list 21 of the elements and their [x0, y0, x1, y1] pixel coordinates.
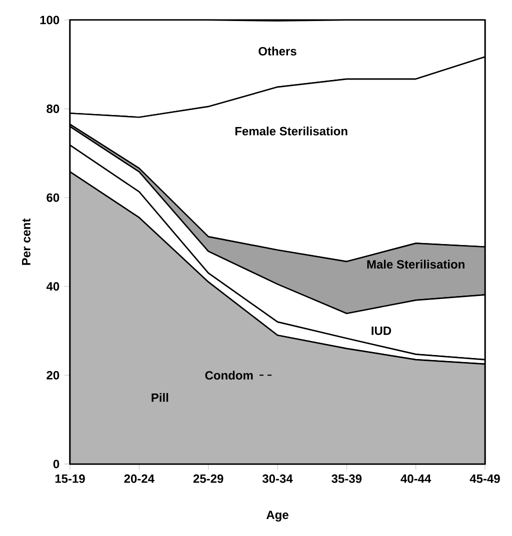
x-tick-label: 45-49: [470, 474, 500, 483]
x-tick-label: 35-39: [332, 474, 362, 483]
x-tick-label: 20-24: [124, 474, 154, 483]
x-axis-title: Age: [266, 510, 288, 522]
y-tick-label: 80: [46, 104, 60, 114]
series-label: Others: [258, 46, 296, 56]
series-label: Male Sterilisation: [367, 260, 464, 269]
y-tick-label: 40: [46, 282, 60, 291]
x-tick-label: 15-19: [55, 474, 85, 483]
y-tick-label: 0: [53, 460, 60, 468]
series-label: Pill: [152, 393, 168, 402]
x-tick-label: 40-44: [400, 474, 432, 483]
y-tick-label: 60: [46, 193, 60, 202]
series-label: Female Sterilisation: [235, 126, 348, 136]
x-tick-label: 25-29: [193, 474, 224, 483]
x-tick-label: 30-34: [262, 474, 293, 483]
series-label: IUD: [372, 326, 392, 335]
y-tick-label: 100: [40, 16, 60, 24]
y-axis-title: Per cent: [22, 218, 30, 265]
legend-label: Condom: [205, 370, 253, 380]
y-tick-label: 20: [46, 370, 60, 380]
